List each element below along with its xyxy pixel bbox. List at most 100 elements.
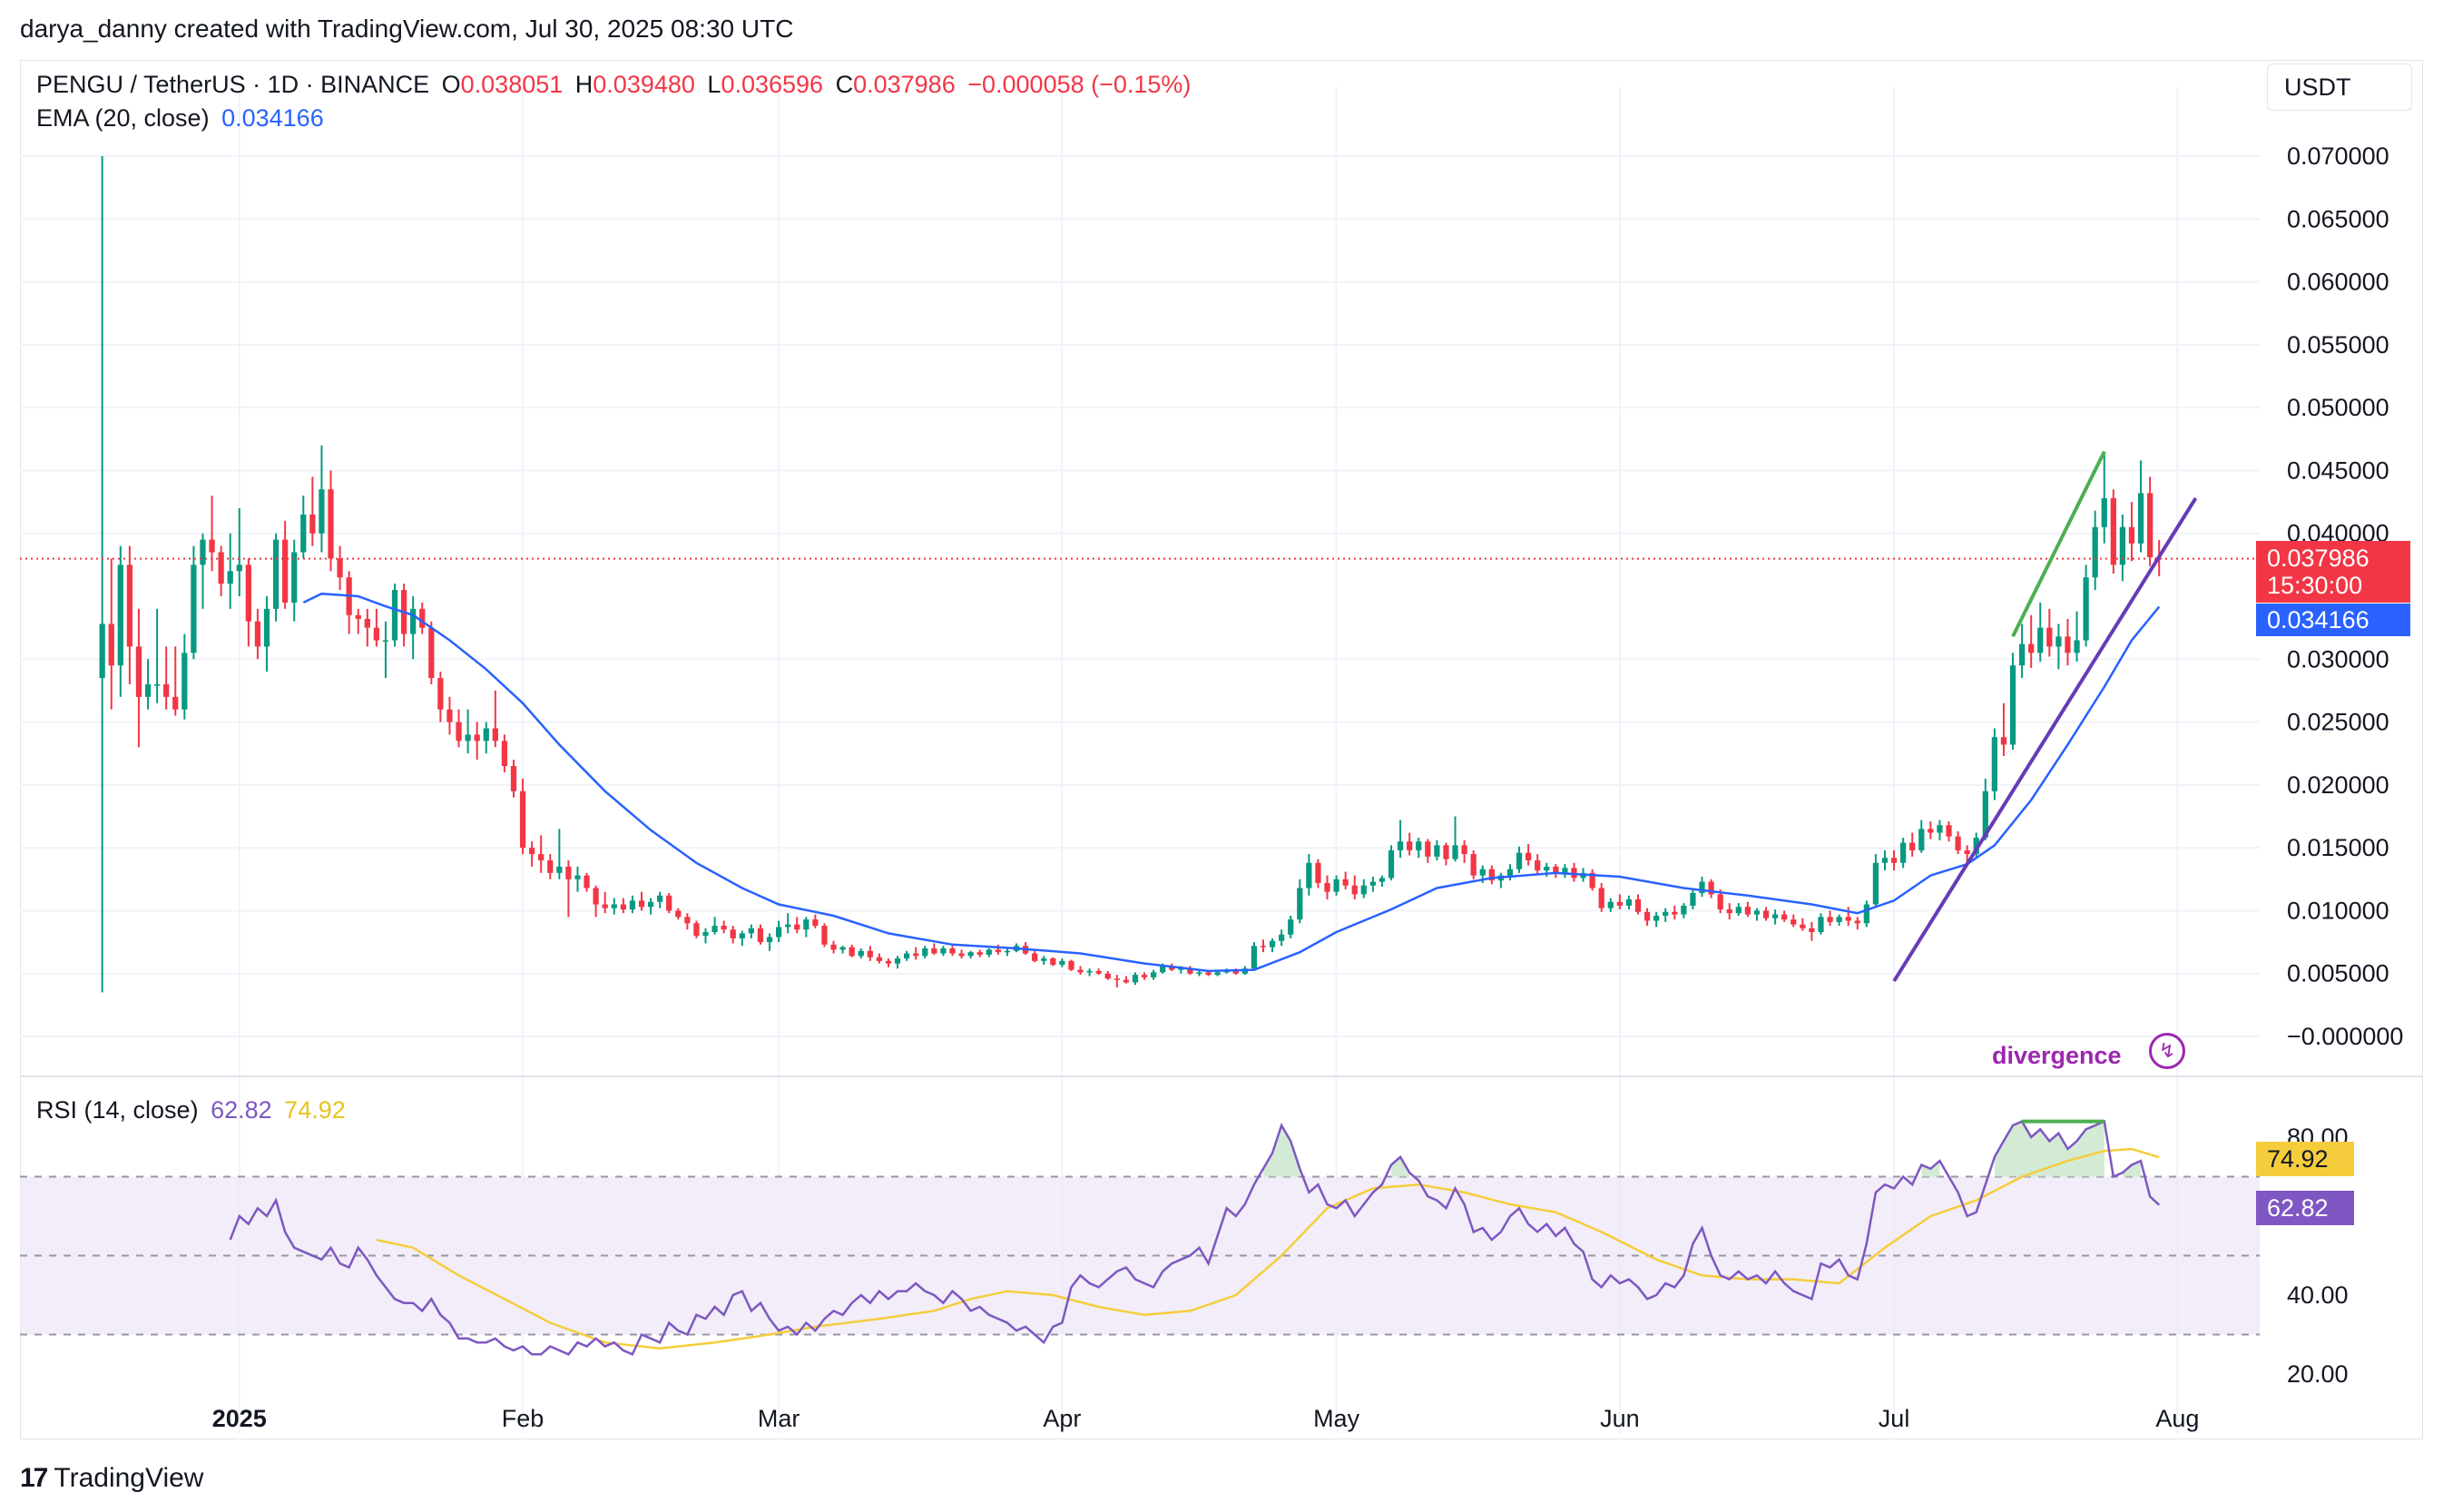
candle-body bbox=[465, 734, 471, 741]
candle-body bbox=[1205, 972, 1212, 976]
candle-body bbox=[1114, 978, 1120, 980]
candle-body bbox=[1672, 911, 1678, 915]
rsi-band bbox=[20, 1175, 2260, 1336]
currency-selector[interactable]: USDT bbox=[2267, 64, 2412, 111]
candle-body bbox=[1854, 920, 1860, 924]
candle-body bbox=[1297, 888, 1303, 920]
candle-body bbox=[117, 565, 123, 666]
candle-body bbox=[940, 948, 947, 954]
candle-body bbox=[1800, 924, 1806, 928]
candle-body bbox=[1818, 917, 1824, 932]
candle-body bbox=[99, 623, 105, 679]
candle-body bbox=[1187, 968, 1193, 974]
time-tick-label: Jul bbox=[1879, 1405, 1910, 1432]
candle-body bbox=[1562, 868, 1568, 873]
candle-body bbox=[382, 640, 389, 642]
candle-body bbox=[1397, 841, 1404, 850]
rsi-tick-label: 20.00 bbox=[2287, 1360, 2349, 1388]
time-tick-label: May bbox=[1313, 1405, 1360, 1432]
price-tick-label: 0.020000 bbox=[2287, 771, 2389, 799]
candle-body bbox=[108, 623, 114, 666]
candle-body bbox=[1616, 901, 1623, 906]
candle-body bbox=[1809, 928, 1815, 932]
candle-body bbox=[126, 565, 133, 647]
candle-body bbox=[309, 514, 316, 534]
candle-body bbox=[565, 866, 572, 879]
candle-body bbox=[1004, 950, 1011, 953]
candle-body bbox=[1232, 970, 1239, 974]
low-label: L bbox=[707, 71, 721, 98]
candle-body bbox=[711, 926, 718, 932]
candle-body bbox=[456, 722, 462, 741]
candle-body bbox=[574, 875, 581, 879]
candle-body bbox=[1900, 842, 1907, 863]
candle-body bbox=[538, 854, 545, 860]
rsi-legend[interactable]: RSI (14, close) 62.82 74.92 bbox=[36, 1096, 351, 1124]
candle-body bbox=[1690, 893, 1696, 906]
candle-body bbox=[647, 901, 654, 908]
candle-body bbox=[483, 728, 489, 741]
support-trendline bbox=[1892, 496, 2198, 983]
grid bbox=[20, 87, 2423, 1434]
price-tick-label: 0.055000 bbox=[2287, 331, 2389, 358]
symbol-legend[interactable]: PENGU / TetherUS · 1D · BINANCE O0.03805… bbox=[36, 71, 1196, 99]
candle-body bbox=[675, 910, 682, 918]
candle-body bbox=[1955, 836, 1961, 850]
candle-body bbox=[949, 948, 956, 954]
candle-body bbox=[620, 904, 626, 910]
tradingview-brand: TradingView bbox=[54, 1463, 204, 1493]
candle-body bbox=[1663, 911, 1669, 916]
candle-body bbox=[373, 627, 379, 641]
candle-body bbox=[1964, 849, 1970, 855]
candle-body bbox=[1443, 845, 1449, 859]
candle-body bbox=[830, 944, 837, 950]
candle-body bbox=[245, 565, 251, 622]
symbol-name[interactable]: PENGU / TetherUS · 1D · BINANCE bbox=[36, 71, 430, 98]
candle-body bbox=[337, 558, 343, 578]
candle-body bbox=[263, 608, 270, 647]
time-tick-label: Jun bbox=[1600, 1405, 1640, 1432]
price-tick-label: 0.070000 bbox=[2287, 142, 2389, 170]
candle-body bbox=[1407, 841, 1413, 850]
rsi-ma-value: 74.92 bbox=[284, 1096, 346, 1124]
candle-body bbox=[1196, 972, 1202, 974]
candle-body bbox=[1653, 915, 1660, 921]
rsi-ma-tag: 74.92 bbox=[2256, 1142, 2354, 1176]
candle-body bbox=[2065, 636, 2071, 653]
candle-body bbox=[2028, 643, 2035, 653]
candle-body bbox=[1360, 885, 1367, 895]
candle-body bbox=[1544, 866, 1550, 871]
time-tick-label: Apr bbox=[1043, 1405, 1081, 1432]
candle-body bbox=[2128, 526, 2135, 544]
candle-body bbox=[328, 489, 334, 559]
candle-body bbox=[254, 621, 261, 647]
candle-body bbox=[2092, 526, 2098, 578]
candle-body bbox=[1150, 972, 1157, 977]
price-tick-label: 0.010000 bbox=[2287, 897, 2389, 924]
candle-body bbox=[2101, 497, 2107, 527]
candle-body bbox=[958, 953, 965, 957]
price-tick-label: −0.000000 bbox=[2287, 1023, 2403, 1050]
candle-body bbox=[1863, 904, 1869, 924]
candle-body bbox=[163, 684, 170, 697]
candle-body bbox=[812, 919, 819, 927]
candle-body bbox=[638, 900, 645, 908]
candle-body bbox=[867, 950, 873, 957]
candle-body bbox=[1214, 972, 1221, 976]
candle-body bbox=[200, 539, 206, 565]
flash-icon[interactable]: ↯ bbox=[2149, 1033, 2185, 1069]
candle-body bbox=[721, 926, 727, 930]
tradingview-logo[interactable]: 17 TradingView bbox=[20, 1463, 203, 1494]
candle-body bbox=[666, 895, 672, 911]
candle-body bbox=[1068, 960, 1074, 970]
candle-body bbox=[849, 947, 855, 957]
candle-body bbox=[904, 953, 910, 959]
candle-body bbox=[1351, 885, 1358, 895]
rsi-ma-line bbox=[376, 1147, 2160, 1350]
candle-body bbox=[1077, 969, 1084, 973]
ema-legend[interactable]: EMA (20, close) 0.034166 bbox=[36, 104, 329, 133]
candle-body bbox=[1425, 841, 1431, 857]
candle-body bbox=[1288, 919, 1294, 935]
candle-body bbox=[894, 958, 901, 964]
